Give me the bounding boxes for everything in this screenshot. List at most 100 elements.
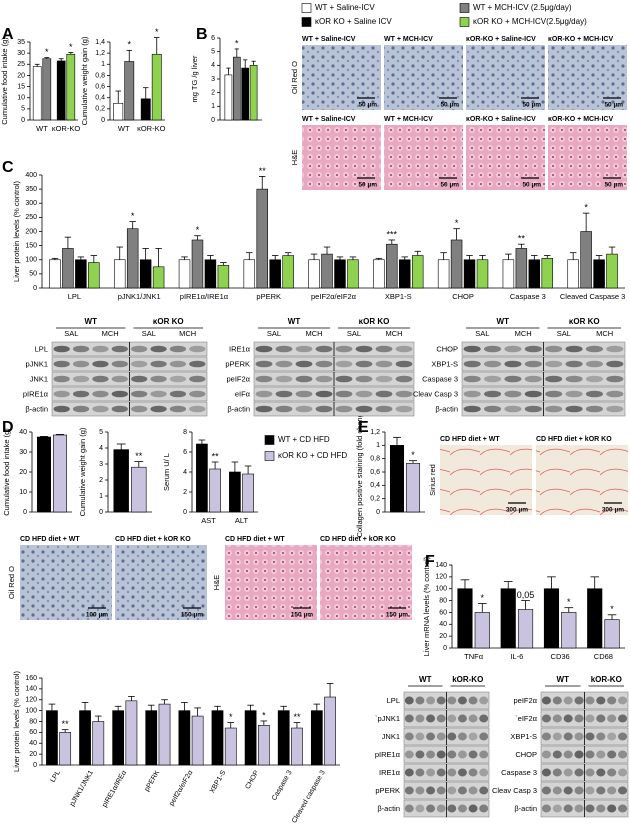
bar <box>399 259 411 289</box>
bar <box>269 259 281 289</box>
blot-group: kOR-KO <box>452 675 483 684</box>
blot-band <box>563 750 573 759</box>
blot-band <box>436 786 446 795</box>
panel-letter: B <box>196 26 208 43</box>
blot-band <box>189 390 206 398</box>
y-tick-label: 0 <box>33 762 37 769</box>
y-tick-label: 4 <box>183 469 187 476</box>
bar <box>113 259 126 289</box>
blot-band <box>447 804 457 813</box>
bar <box>49 259 61 289</box>
x-tick-label: IL-6 <box>510 652 523 661</box>
blot-band <box>375 390 393 398</box>
blot-band <box>375 375 393 383</box>
blot-band <box>315 360 333 368</box>
micrograph-title: CD HFD diet + kOR KO <box>536 436 612 443</box>
blot-band <box>585 405 603 413</box>
bar <box>334 259 346 289</box>
blot-band <box>355 390 373 398</box>
blot-group: κOR KO <box>359 317 390 326</box>
y-tick-label: 0 <box>376 509 380 516</box>
y-tick-label: 1 <box>211 103 215 110</box>
y-axis-label: Liver protein levels (% control) <box>12 181 21 282</box>
bar <box>437 259 450 289</box>
blot-band <box>447 732 457 741</box>
blot-band <box>72 345 90 353</box>
micrograph <box>384 45 463 110</box>
bar <box>347 259 359 289</box>
legend-swatch <box>459 3 470 13</box>
y-tick-label: 30 <box>17 50 25 57</box>
bar <box>386 243 398 289</box>
x-tick-label: TNFα <box>464 652 484 661</box>
x-tick-label: peIF2α/eIF2α <box>311 292 357 301</box>
legend-swatch <box>301 17 312 27</box>
blot-band <box>426 696 436 705</box>
y-tick-label: 50 <box>29 271 37 278</box>
panel-letter: F <box>425 553 435 570</box>
blot-lane: SAL <box>347 329 361 338</box>
blot-band <box>596 750 606 759</box>
bar <box>140 98 151 121</box>
bar <box>209 468 221 513</box>
blot-band <box>53 405 70 413</box>
blot-band <box>606 345 624 353</box>
blot-band <box>607 768 617 777</box>
bar <box>476 259 489 289</box>
blot-band <box>447 750 457 759</box>
blot-band <box>541 750 552 759</box>
x-tick-label: pIRE1α/IRE1α <box>180 292 229 301</box>
blot-band <box>479 804 489 813</box>
blot-band <box>436 696 446 705</box>
blot-band <box>565 390 583 398</box>
blot-band <box>275 360 293 368</box>
blot-band <box>355 405 373 413</box>
blot-band <box>457 786 467 795</box>
blot-band <box>596 732 606 741</box>
x-tick-label: CHOP <box>244 769 260 790</box>
blot-band <box>131 360 148 368</box>
bar <box>151 53 162 121</box>
bar <box>593 259 605 289</box>
blot-band <box>585 768 595 777</box>
blot-band <box>150 360 167 368</box>
bar <box>178 259 191 289</box>
bar <box>587 588 603 649</box>
blot-group: kOR-KO <box>591 675 622 684</box>
blot-group: κOR KO <box>569 317 600 326</box>
blot-band <box>375 360 393 368</box>
blot-lane: SAL <box>142 329 156 338</box>
bar <box>113 102 124 121</box>
blot-band <box>463 405 481 413</box>
y-tick-label: 2 <box>183 489 187 496</box>
legend-label: κOR KO + CD HFD <box>278 451 347 460</box>
blot-band <box>524 345 542 353</box>
significance: *** <box>387 229 398 239</box>
blot-band <box>426 750 436 759</box>
blot-row-label: β-actin <box>227 404 250 413</box>
blot-band <box>563 714 573 723</box>
blot-band <box>295 390 313 398</box>
blot-band <box>150 390 167 398</box>
blot-band <box>574 786 584 795</box>
blot-row-label: `pJNK1 <box>375 714 400 723</box>
bar <box>88 262 100 289</box>
bar <box>310 710 323 766</box>
blot-row-label: LPL <box>387 696 400 705</box>
y-tick-label: 150 <box>25 242 37 249</box>
bar <box>249 65 258 121</box>
x-tick-label: AST <box>201 516 216 525</box>
y-tick-label: 0,4 <box>370 482 380 489</box>
blot-band <box>545 360 563 368</box>
y-tick-label: 100 <box>25 707 37 714</box>
bar <box>92 721 105 766</box>
blot-band <box>335 360 353 368</box>
blot-band <box>479 696 489 705</box>
blot-band <box>524 360 542 368</box>
blot-band <box>468 768 478 777</box>
y-tick-label: 35 <box>17 39 25 46</box>
blot-band <box>169 345 187 353</box>
blot-band <box>255 390 273 398</box>
bar <box>59 732 72 766</box>
x-tick-label: Cleaved Caspase 3 <box>560 292 625 301</box>
